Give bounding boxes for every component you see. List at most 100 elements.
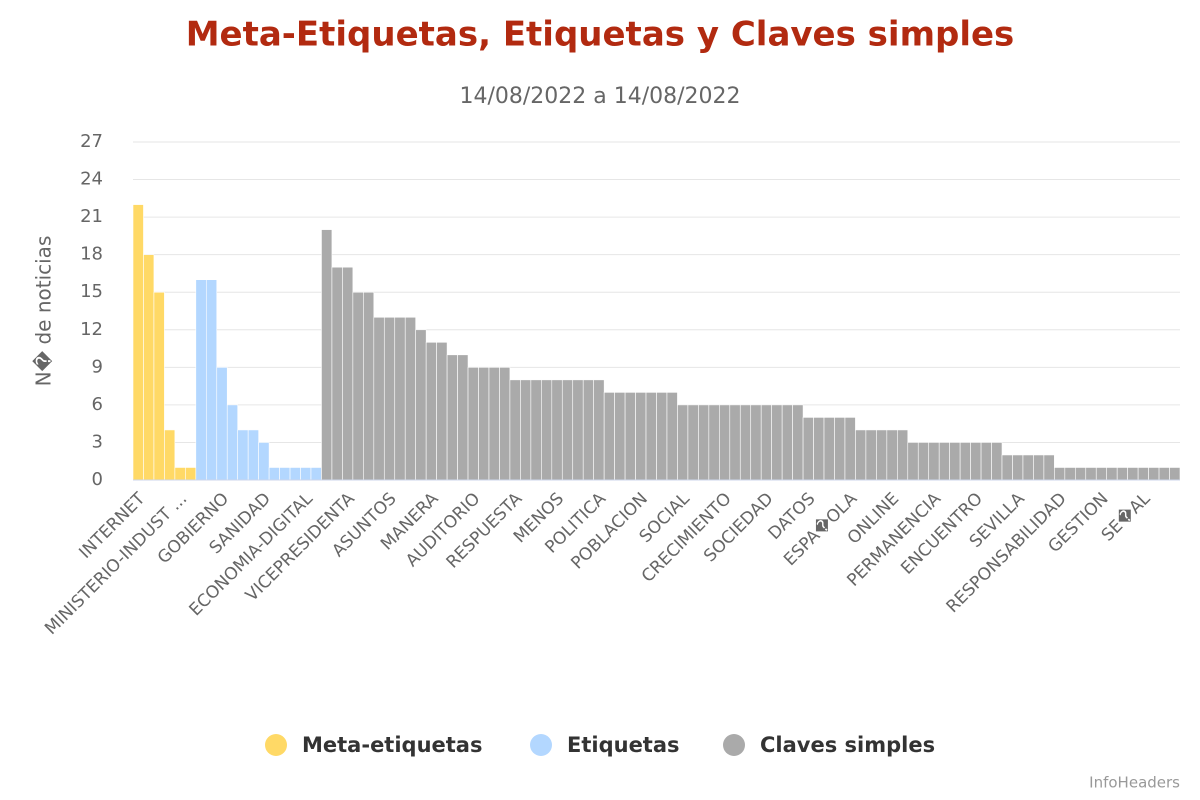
bar xyxy=(488,367,500,481)
bar xyxy=(897,429,909,481)
bar xyxy=(467,367,479,481)
bar xyxy=(865,429,877,481)
bar xyxy=(446,354,458,481)
bar xyxy=(572,379,584,481)
bar xyxy=(666,392,678,481)
legend-label: Meta-etiquetas xyxy=(302,733,482,757)
bar xyxy=(1001,454,1013,481)
bar xyxy=(959,442,971,481)
bar xyxy=(855,429,867,481)
bar xyxy=(813,417,825,481)
bar xyxy=(1127,467,1139,481)
bar xyxy=(331,266,343,481)
bar xyxy=(174,467,186,481)
bar xyxy=(677,404,689,481)
bar xyxy=(425,341,437,481)
y-tick-label: 24 xyxy=(80,169,103,190)
y-tick-label: 6 xyxy=(92,394,103,415)
bar xyxy=(289,467,301,481)
bar xyxy=(1022,454,1034,481)
y-tick-label: 0 xyxy=(92,469,103,490)
bar xyxy=(352,291,364,481)
y-tick-label: 15 xyxy=(80,281,103,302)
bar xyxy=(237,429,249,481)
bar xyxy=(1054,467,1066,481)
bar xyxy=(499,367,511,481)
bar xyxy=(394,316,406,481)
bar xyxy=(551,379,563,481)
bar xyxy=(373,316,385,481)
bar xyxy=(342,266,354,481)
bar xyxy=(907,442,919,481)
bar xyxy=(310,467,322,481)
y-tick-label: 12 xyxy=(80,319,103,340)
bar xyxy=(980,442,992,481)
bar xyxy=(582,379,594,481)
bar xyxy=(603,392,615,481)
bar xyxy=(132,204,144,481)
bar xyxy=(436,341,448,481)
bar xyxy=(216,367,228,481)
bar xyxy=(258,442,270,481)
legend-label: Etiquetas xyxy=(567,733,680,757)
bar xyxy=(457,354,469,481)
bar xyxy=(771,404,783,481)
y-tick-label: 21 xyxy=(80,206,103,227)
bar xyxy=(970,442,982,481)
bar xyxy=(760,404,772,481)
y-axis-title: N� de noticias xyxy=(32,236,56,387)
y-tick-label: 18 xyxy=(80,244,103,265)
bar xyxy=(823,417,835,481)
bar xyxy=(509,379,521,481)
bar xyxy=(593,379,605,481)
bar xyxy=(143,254,155,481)
bar xyxy=(844,417,856,481)
bar xyxy=(1106,467,1118,481)
bar xyxy=(1137,467,1149,481)
bar xyxy=(1075,467,1087,481)
bar xyxy=(415,329,427,481)
y-tick-label: 9 xyxy=(92,356,103,377)
bar xyxy=(1148,467,1160,481)
bar xyxy=(561,379,574,481)
bar xyxy=(1085,467,1097,481)
bar xyxy=(541,379,553,481)
bar xyxy=(645,392,657,481)
bar xyxy=(781,404,793,481)
bar xyxy=(205,279,218,481)
bar xyxy=(279,467,291,481)
bar xyxy=(656,392,668,481)
bar xyxy=(624,392,636,481)
bar xyxy=(195,279,207,481)
bar xyxy=(750,404,762,481)
credits: InfoHeaders xyxy=(1089,774,1180,792)
bar xyxy=(1095,467,1108,481)
bar xyxy=(698,404,710,481)
bar xyxy=(1169,467,1181,481)
bar xyxy=(876,429,888,481)
bar xyxy=(185,467,197,481)
bar xyxy=(834,417,846,481)
bar xyxy=(1158,467,1170,481)
bar xyxy=(687,404,699,481)
legend-marker xyxy=(265,734,287,756)
bar xyxy=(928,442,940,481)
bar xyxy=(530,379,542,481)
y-tick-label: 27 xyxy=(80,131,103,152)
chart-subtitle: 14/08/2022 a 14/08/2022 xyxy=(459,84,740,109)
bar xyxy=(1064,467,1076,481)
bar xyxy=(1116,467,1128,481)
bar xyxy=(729,404,741,481)
bar xyxy=(886,429,898,481)
bar xyxy=(383,316,396,481)
legend-marker xyxy=(723,734,745,756)
bar xyxy=(708,404,720,481)
chart-title: Meta-Etiquetas, Etiquetas y Claves simpl… xyxy=(186,15,1015,55)
legend-marker xyxy=(530,734,552,756)
bar xyxy=(363,291,375,481)
bar xyxy=(719,404,731,481)
bar xyxy=(300,467,312,481)
bar xyxy=(1012,454,1024,481)
bar xyxy=(1033,454,1045,481)
